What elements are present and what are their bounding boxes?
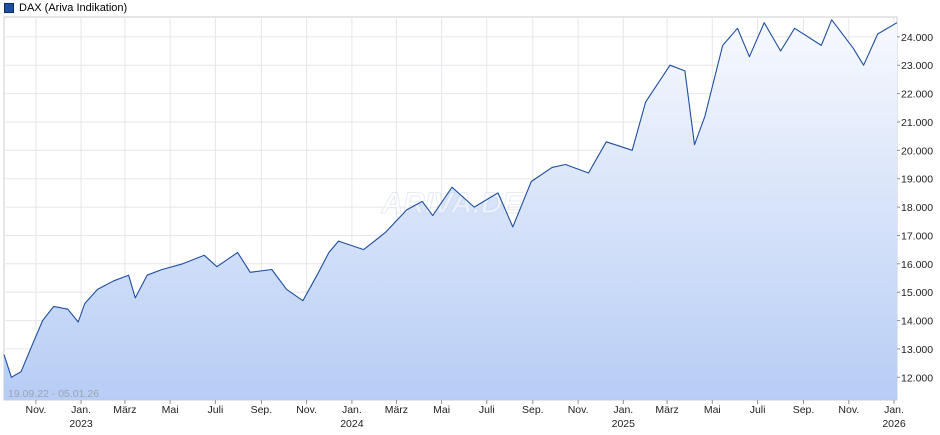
x-tick-label: Sep. bbox=[793, 404, 815, 416]
x-tick-label: Nov. bbox=[296, 404, 317, 416]
y-tick-label: 23.000 bbox=[901, 60, 933, 72]
y-tick-label: 21.000 bbox=[901, 117, 933, 129]
x-tick-label: Mai bbox=[433, 404, 450, 416]
legend-swatch bbox=[4, 3, 14, 13]
y-tick-label: 16.000 bbox=[901, 259, 933, 271]
y-tick-label: 19.000 bbox=[901, 174, 933, 186]
date-range-label: 19.09.22 - 05.01.26 bbox=[8, 388, 99, 400]
x-tick-label: Jan. bbox=[342, 404, 362, 416]
x-year-label: 2023 bbox=[69, 418, 93, 430]
y-tick-label: 20.000 bbox=[901, 145, 933, 157]
x-tick-label: Juli bbox=[208, 404, 224, 416]
y-tick-label: 15.000 bbox=[901, 287, 933, 299]
y-tick-label: 18.000 bbox=[901, 202, 933, 214]
x-year-label: 2026 bbox=[882, 418, 906, 430]
x-tick-label: Juli bbox=[750, 404, 766, 416]
y-tick-label: 17.000 bbox=[901, 231, 933, 243]
chart-legend: DAX (Ariva Indikation) bbox=[4, 1, 127, 15]
y-tick-label: 24.000 bbox=[901, 32, 933, 44]
x-tick-label: Juli bbox=[479, 404, 495, 416]
area-fill bbox=[4, 19, 897, 401]
y-tick-label: 22.000 bbox=[901, 89, 933, 101]
x-tick-label: Jan. bbox=[71, 404, 91, 416]
x-tick-label: Mai bbox=[162, 404, 179, 416]
y-tick-label: 13.000 bbox=[901, 344, 933, 356]
x-tick-label: März bbox=[655, 404, 678, 416]
x-tick-label: Nov. bbox=[568, 404, 589, 416]
x-tick-label: Nov. bbox=[838, 404, 859, 416]
series-line bbox=[3, 19, 898, 378]
y-tick-label: 14.000 bbox=[901, 316, 933, 328]
watermark: ARIVA.DE bbox=[380, 187, 523, 220]
x-tick-label: Nov. bbox=[25, 404, 46, 416]
y-tick-label: 12.000 bbox=[901, 372, 933, 384]
x-axis: Nov. Jan. 2023 März Mai Juli Sep. Nov. Jan. 2024 M… bbox=[25, 400, 906, 430]
x-tick-label: März bbox=[113, 404, 136, 416]
x-tick-label: Jan. bbox=[613, 404, 633, 416]
legend-label: DAX (Ariva Indikation) bbox=[19, 2, 128, 14]
x-tick-label: Sep. bbox=[251, 404, 273, 416]
x-year-label: 2024 bbox=[340, 418, 364, 430]
x-tick-label: Sep. bbox=[522, 404, 544, 416]
x-year-label: 2025 bbox=[612, 418, 636, 430]
y-axis: 12.000 13.000 14.000 15.000 16.000 17.000 18.0… bbox=[897, 32, 933, 384]
x-tick-label: Jan. bbox=[884, 404, 904, 416]
x-tick-label: März bbox=[385, 404, 408, 416]
x-tick-label: Mai bbox=[704, 404, 721, 416]
